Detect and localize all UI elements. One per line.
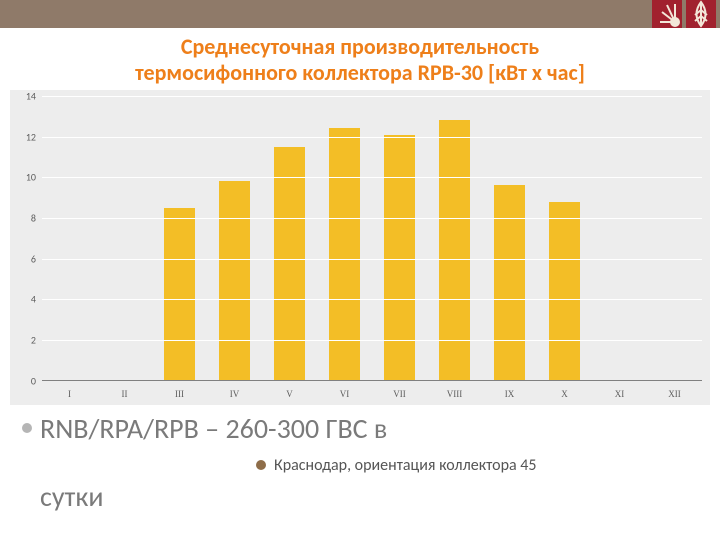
bar-slot: II [97, 96, 152, 381]
bar-slot: XI [592, 96, 647, 381]
logo-tile-leaf [686, 0, 716, 28]
x-tick-label: III [152, 389, 207, 399]
bullet-2-text: Краснодар, ориентация коллектора 45 [274, 456, 536, 475]
gridline [42, 177, 702, 178]
gridline [42, 259, 702, 260]
x-tick-label: IV [207, 389, 262, 399]
bar-slot: IX [482, 96, 537, 381]
x-tick-label: VII [372, 389, 427, 399]
bar [494, 185, 524, 380]
y-axis-labels: 02468101214 [10, 96, 40, 381]
x-tick-label: V [262, 389, 317, 399]
bar-slot: I [42, 96, 97, 381]
bullet-dot-icon [256, 460, 266, 470]
gridline [42, 137, 702, 138]
x-tick-label: I [42, 389, 97, 399]
bars-container: IIIIIIIVVVIVIIVIIIIXXXIXII [42, 96, 702, 381]
gridline [42, 96, 702, 97]
bar-slot: V [262, 96, 317, 381]
page-title: Среднесуточная производительность термос… [12, 34, 708, 86]
y-tick-label: 4 [31, 293, 36, 306]
chart-area: 02468101214 IIIIIIIVVVIVIIVIIIIXXXIXII [10, 90, 710, 405]
title-line-1: Среднесуточная производительность [12, 34, 708, 60]
y-tick-label: 14 [26, 89, 36, 102]
bullet-line-2: Краснодар, ориентация коллектора 45 [256, 456, 720, 475]
bar-slot: IV [207, 96, 262, 381]
gridline [42, 218, 702, 219]
title-line-2: термосифонного коллектора RPB-30 [кВт х … [12, 60, 708, 86]
y-tick-label: 2 [31, 334, 36, 347]
header-band [0, 0, 720, 28]
bar [384, 135, 414, 381]
bullet-line-3: сутки [22, 479, 720, 514]
y-tick-label: 0 [31, 374, 36, 387]
bar-slot: XII [647, 96, 702, 381]
bullet-3-text: сутки [40, 479, 103, 514]
plot-area: IIIIIIIVVVIVIIVIIIIXXXIXII [42, 96, 702, 381]
x-tick-label: II [97, 389, 152, 399]
y-tick-label: 10 [26, 171, 36, 184]
x-tick-label: XI [592, 389, 647, 399]
bullet-1-text: RNB/RPA/RPB – 260-300 ГВС в [40, 411, 387, 446]
y-tick-label: 6 [31, 252, 36, 265]
bar-slot: VI [317, 96, 372, 381]
bar-slot: X [537, 96, 592, 381]
bar [274, 147, 304, 381]
x-tick-label: VI [317, 389, 372, 399]
corner-logo [652, 0, 716, 28]
logo-tile-sun [652, 0, 682, 28]
bar [329, 128, 359, 380]
gridline [42, 299, 702, 300]
bullet-dot-icon [22, 423, 32, 433]
y-tick-label: 8 [31, 212, 36, 225]
x-tick-label: VIII [427, 389, 482, 399]
bar [164, 208, 194, 381]
x-axis-line [42, 380, 702, 381]
y-tick-label: 12 [26, 130, 36, 143]
x-tick-label: X [537, 389, 592, 399]
x-tick-label: XII [647, 389, 702, 399]
bar-slot: III [152, 96, 207, 381]
bar [439, 120, 469, 381]
bar [549, 202, 579, 381]
bar-slot: VII [372, 96, 427, 381]
bar [219, 181, 249, 381]
x-tick-label: IX [482, 389, 537, 399]
gridline [42, 340, 702, 341]
bullet-line-1: RNB/RPA/RPB – 260-300 ГВС в [22, 411, 720, 446]
bar-slot: VIII [427, 96, 482, 381]
